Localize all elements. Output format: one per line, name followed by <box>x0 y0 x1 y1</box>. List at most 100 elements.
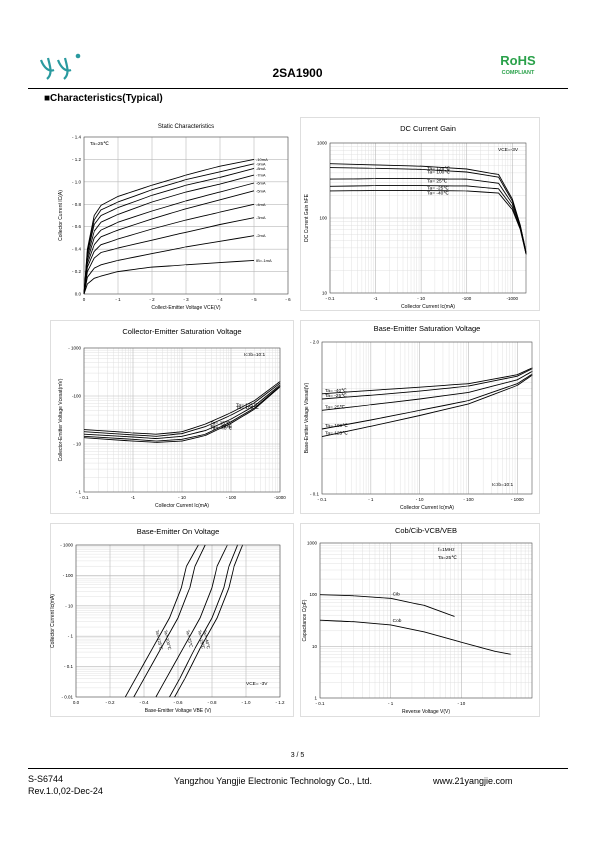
series-line <box>83 167 255 295</box>
chart-title: Base-Emitter On Voltage <box>137 527 220 536</box>
x-tick-label: - 1.2 <box>275 700 285 705</box>
series-label: Ta= 25℃ <box>185 629 194 648</box>
plot-area <box>329 142 527 294</box>
y-tick-label: - 0.8 <box>72 202 82 207</box>
series-line <box>83 384 281 439</box>
x-tick-label: - 0.1 <box>325 296 335 301</box>
series-label: Ta= -25℃ <box>427 186 449 192</box>
rohs-mark: RoHS <box>500 53 536 68</box>
x-tick-label: - 10 <box>178 495 186 500</box>
page-title: 2SA1900 <box>272 66 323 80</box>
series-line <box>321 374 533 438</box>
series-line <box>329 190 527 255</box>
y-tick-label: - 0.01 <box>61 695 73 700</box>
y-tick-label: - 10 <box>65 603 73 608</box>
series-line <box>83 382 281 437</box>
y-tick-label: - 1000 <box>60 543 73 548</box>
y-tick-label: 100 <box>319 216 327 221</box>
x-tick-label: -1 <box>374 296 378 301</box>
chart-annotation: VCE=-3V <box>498 147 519 153</box>
y-axis-label: DC Current Gain hFE <box>304 193 310 241</box>
y-tick-label: 1000 <box>307 541 318 546</box>
plot-area <box>75 544 281 698</box>
x-tick-label: - 1000 <box>511 497 524 502</box>
x-tick-label: -1 <box>131 495 135 500</box>
y-tick-label: - 1.2 <box>72 157 82 162</box>
series-line <box>133 544 206 698</box>
x-tick-label: - 10 <box>457 701 465 706</box>
series-label: Ta= -25℃ <box>325 393 347 399</box>
series-line <box>83 386 281 443</box>
chart-vcesat: Collector-Emitter Saturation Voltage - 0.… <box>50 320 294 514</box>
x-axis-label: Collector Current Ic(mA) <box>401 304 455 310</box>
x-tick-label: - 0.1 <box>317 497 327 502</box>
x-tick-label: - 100 <box>463 497 474 502</box>
series-line <box>83 190 255 295</box>
series-label: IB=-1mA <box>256 258 272 263</box>
y-axis-label: Base-Emitter Voltage Vbesat(V) <box>304 382 310 453</box>
y-tick-label: - 0.4 <box>72 247 82 252</box>
series-label: Ta= -25℃ <box>197 629 206 649</box>
series-label: -5mA <box>256 188 266 193</box>
y-tick-label: -100 <box>72 394 82 399</box>
x-tick-label: -100 <box>462 296 472 301</box>
y-tick-label: - 0.6 <box>72 224 82 229</box>
chart-dc-current-gain: DC Current Gain - 0.1 -1 - 10 -100 -1000 10 100… <box>300 117 540 311</box>
series-line <box>321 367 533 395</box>
chart-title: Base-Emitter Saturation Voltage <box>374 324 481 333</box>
series-label: Ta= 125℃ <box>427 166 450 172</box>
y-tick-label: - 1.0 <box>72 179 82 184</box>
x-tick-label: - 6 <box>285 297 291 302</box>
series-label: -9mA <box>256 161 266 166</box>
series-line <box>83 163 255 295</box>
x-axis-label: Collect-Emitter Voltage VCE(V) <box>151 305 221 311</box>
revision: Rev.1.0,02-Dec-24 <box>28 786 103 796</box>
chart-title: DC Current Gain <box>400 124 456 133</box>
plot-area <box>321 341 533 495</box>
y-tick-label: 10 <box>312 644 318 649</box>
y-tick-label: - 2.0 <box>310 340 320 345</box>
x-tick-label: - 1 <box>115 297 121 302</box>
footer-rule <box>28 768 568 769</box>
series-label: Ta= 125℃ <box>155 629 164 650</box>
x-tick-label: - 1 <box>388 701 394 706</box>
series-label: Ta= 25℃ <box>210 421 231 427</box>
series-label: Ta= 125℃ <box>236 403 259 409</box>
chart-frame <box>300 523 540 717</box>
chart-vbesat: Base-Emitter Saturation Voltage - 0.1 - 1 -… <box>300 320 540 514</box>
x-tick-label: 0.0 <box>73 700 80 705</box>
series-line <box>83 385 281 442</box>
x-axis-label: Reverse Voltage V(V) <box>402 709 450 715</box>
series-label: Ta= 25℃ <box>325 404 346 410</box>
y-tick-label: - 0.1 <box>310 492 320 497</box>
series-line <box>83 182 255 295</box>
y-axis-label: Collector Current IC(A) <box>58 190 64 241</box>
x-tick-label: -1000 <box>507 296 519 301</box>
chart-annotation: Ta=25℃ <box>90 141 109 147</box>
series-label: -6mA <box>256 180 266 185</box>
x-tick-label: - 1.0 <box>241 700 251 705</box>
chart-annotation: Ic:Ib=10:1 <box>492 482 514 488</box>
x-tick-label: -1000 <box>274 495 286 500</box>
chart-annotation: Ta=25℃ <box>438 555 457 561</box>
chart-vbe-on: Base-Emitter On Voltage 0.0 - 0.2 - 0.4 - 0.… <box>50 523 294 717</box>
y-tick-label: - 1 <box>68 634 74 639</box>
chart-frame <box>50 320 294 514</box>
y-tick-label: - 0.2 <box>72 269 82 274</box>
series-label: Cib <box>393 591 401 597</box>
y-axis-label: Collector Current Ic(mA) <box>50 594 56 648</box>
x-axis-label: Base-Emitter Voltage VBE (V) <box>145 708 212 714</box>
company-logo <box>39 53 81 80</box>
x-axis-label: Collector Current Ic(mA) <box>155 503 209 509</box>
chart-title: Collector-Emitter Saturation Voltage <box>122 327 241 336</box>
series-label: Ta= 100℃ <box>236 405 259 411</box>
series-line <box>321 373 533 430</box>
x-tick-label: - 0.6 <box>173 700 183 705</box>
chart-annotation: Ic:Ib=10:1 <box>244 352 266 358</box>
plot-area <box>83 136 289 295</box>
series-line <box>321 368 533 400</box>
x-tick-label: - 2 <box>149 297 155 302</box>
chart-annotation: f=1MHz <box>438 547 455 553</box>
series-line <box>83 217 255 295</box>
header-rule <box>28 88 568 89</box>
